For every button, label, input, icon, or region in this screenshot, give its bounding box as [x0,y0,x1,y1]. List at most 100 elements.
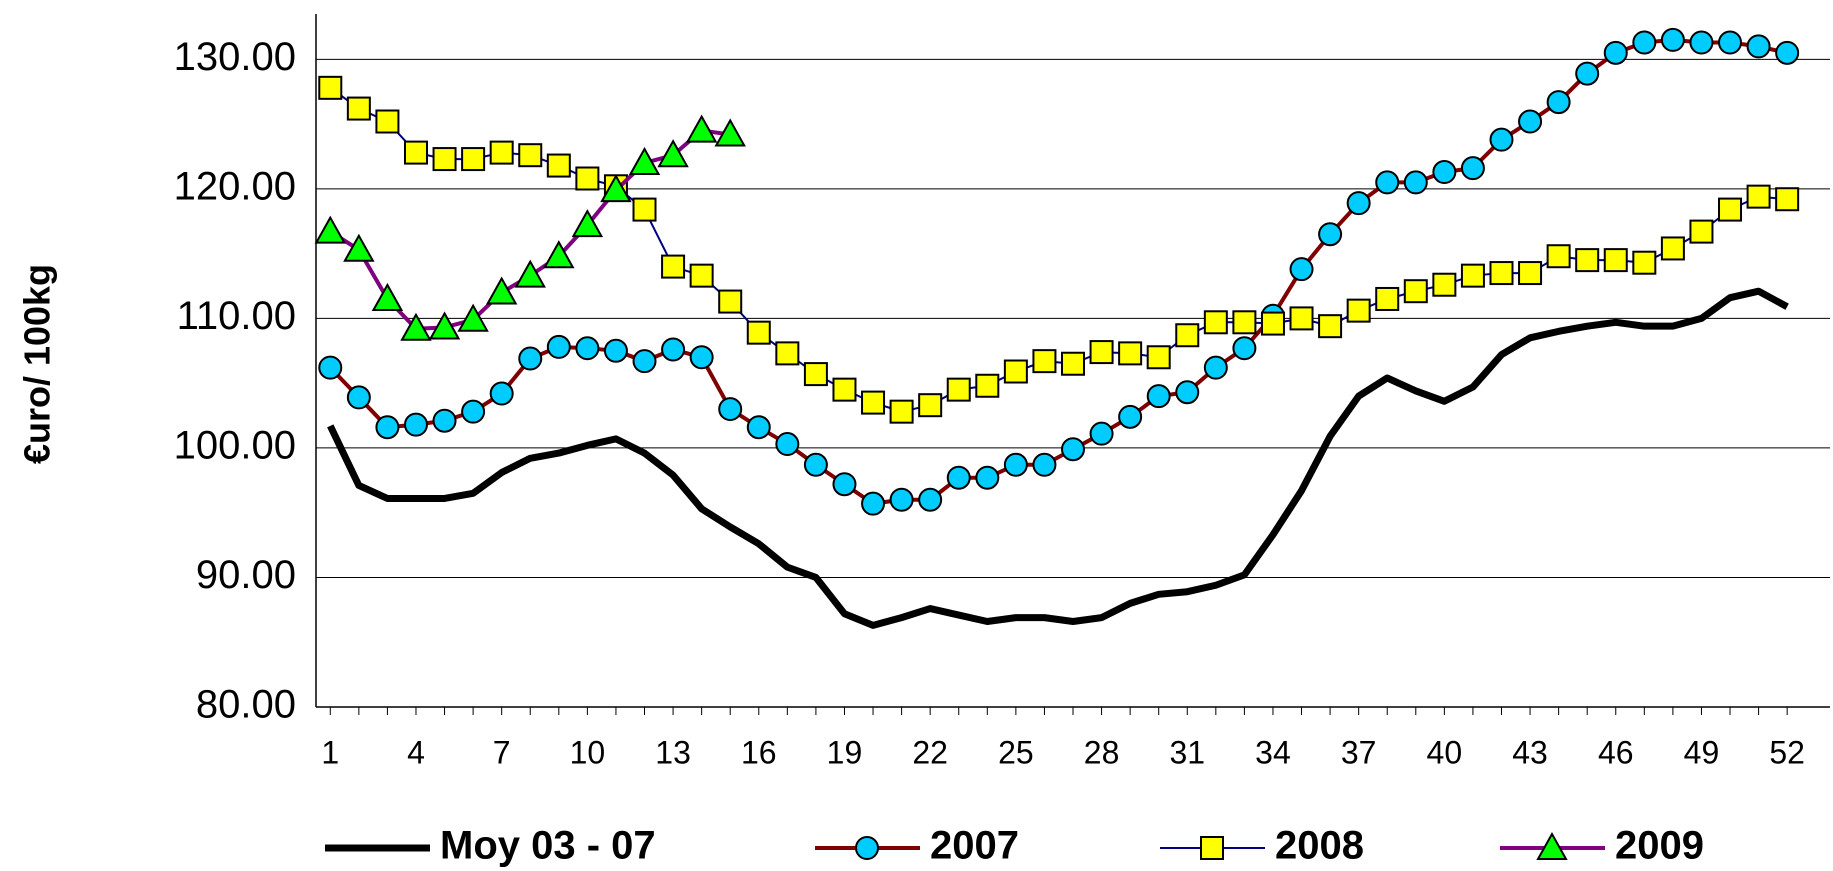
x-tick-label: 37 [1341,734,1377,770]
point [1546,90,1571,115]
point [775,341,800,366]
point [1546,244,1571,269]
point [1632,30,1657,55]
point [1746,34,1771,59]
point [975,465,1000,490]
point [428,311,461,340]
series-line [329,87,1788,413]
point [1375,286,1400,311]
legend-marker [855,836,879,860]
point [975,373,1000,398]
point [1660,236,1685,261]
y-tick-label: 80.00 [196,683,296,727]
point [546,153,571,178]
point [1403,170,1428,195]
point [1632,250,1657,275]
point [803,452,828,477]
point [314,215,346,244]
x-tick-label: 34 [1255,734,1291,770]
point [432,147,457,172]
series-line [327,287,1789,629]
point [1689,30,1714,55]
point [1089,340,1114,365]
x-tick-label: 46 [1598,734,1634,770]
y-tick-label: 90.00 [196,553,296,597]
point [1518,109,1543,134]
point [318,75,343,100]
point [746,320,771,345]
x-tick-label: 4 [407,734,425,770]
y-tick-label: 100.00 [174,423,296,467]
point [946,377,971,402]
point [1489,127,1514,152]
y-tick-label: 130.00 [174,35,296,79]
point [889,399,914,424]
x-tick-label: 40 [1427,734,1463,770]
point [632,349,657,374]
point [1603,40,1628,65]
point [632,197,657,222]
point [489,381,514,406]
point [403,140,428,165]
x-tick-label: 1 [321,734,339,770]
point [371,282,404,311]
point [543,240,575,269]
point [461,399,486,424]
point [1460,156,1485,181]
point [518,143,543,168]
point [1175,380,1200,405]
point [1032,452,1057,477]
point [714,118,746,147]
point [1260,311,1285,336]
point [1175,323,1200,348]
point [1032,349,1057,374]
point [318,355,343,380]
point [775,432,800,457]
point [1746,184,1771,209]
point [1146,384,1171,409]
point [1232,336,1257,361]
point [1375,170,1400,195]
point [1460,263,1485,288]
point [546,334,571,359]
point [1403,279,1428,304]
point [861,491,886,516]
point [1775,187,1800,212]
point [1061,437,1085,462]
point [514,259,546,288]
point [1346,191,1371,216]
point [832,377,857,402]
y-tick-label: 110.00 [177,294,296,338]
point [861,390,886,415]
point [457,303,489,332]
legend-label: 2008 [1275,824,1364,868]
point [461,147,486,172]
point [1346,298,1371,323]
point [600,174,632,203]
point [889,487,914,512]
point [400,312,432,341]
point [1203,310,1228,335]
point [661,337,686,362]
point [803,362,828,387]
x-tick-label: 13 [655,734,691,770]
point [375,415,400,440]
point [628,146,661,175]
x-tick-label: 16 [741,734,777,770]
point [1118,341,1143,366]
point [1289,257,1314,282]
legend-label: 2007 [930,824,1019,868]
legend-label: 2009 [1615,824,1704,868]
point [346,385,371,410]
point [657,139,689,168]
point [485,276,518,305]
x-tick-label: 19 [827,734,863,770]
point [432,408,457,433]
point [375,109,400,134]
legend-marker [1200,836,1224,860]
point [918,393,943,418]
point [1603,248,1628,273]
point [718,397,743,422]
point [1718,197,1743,222]
